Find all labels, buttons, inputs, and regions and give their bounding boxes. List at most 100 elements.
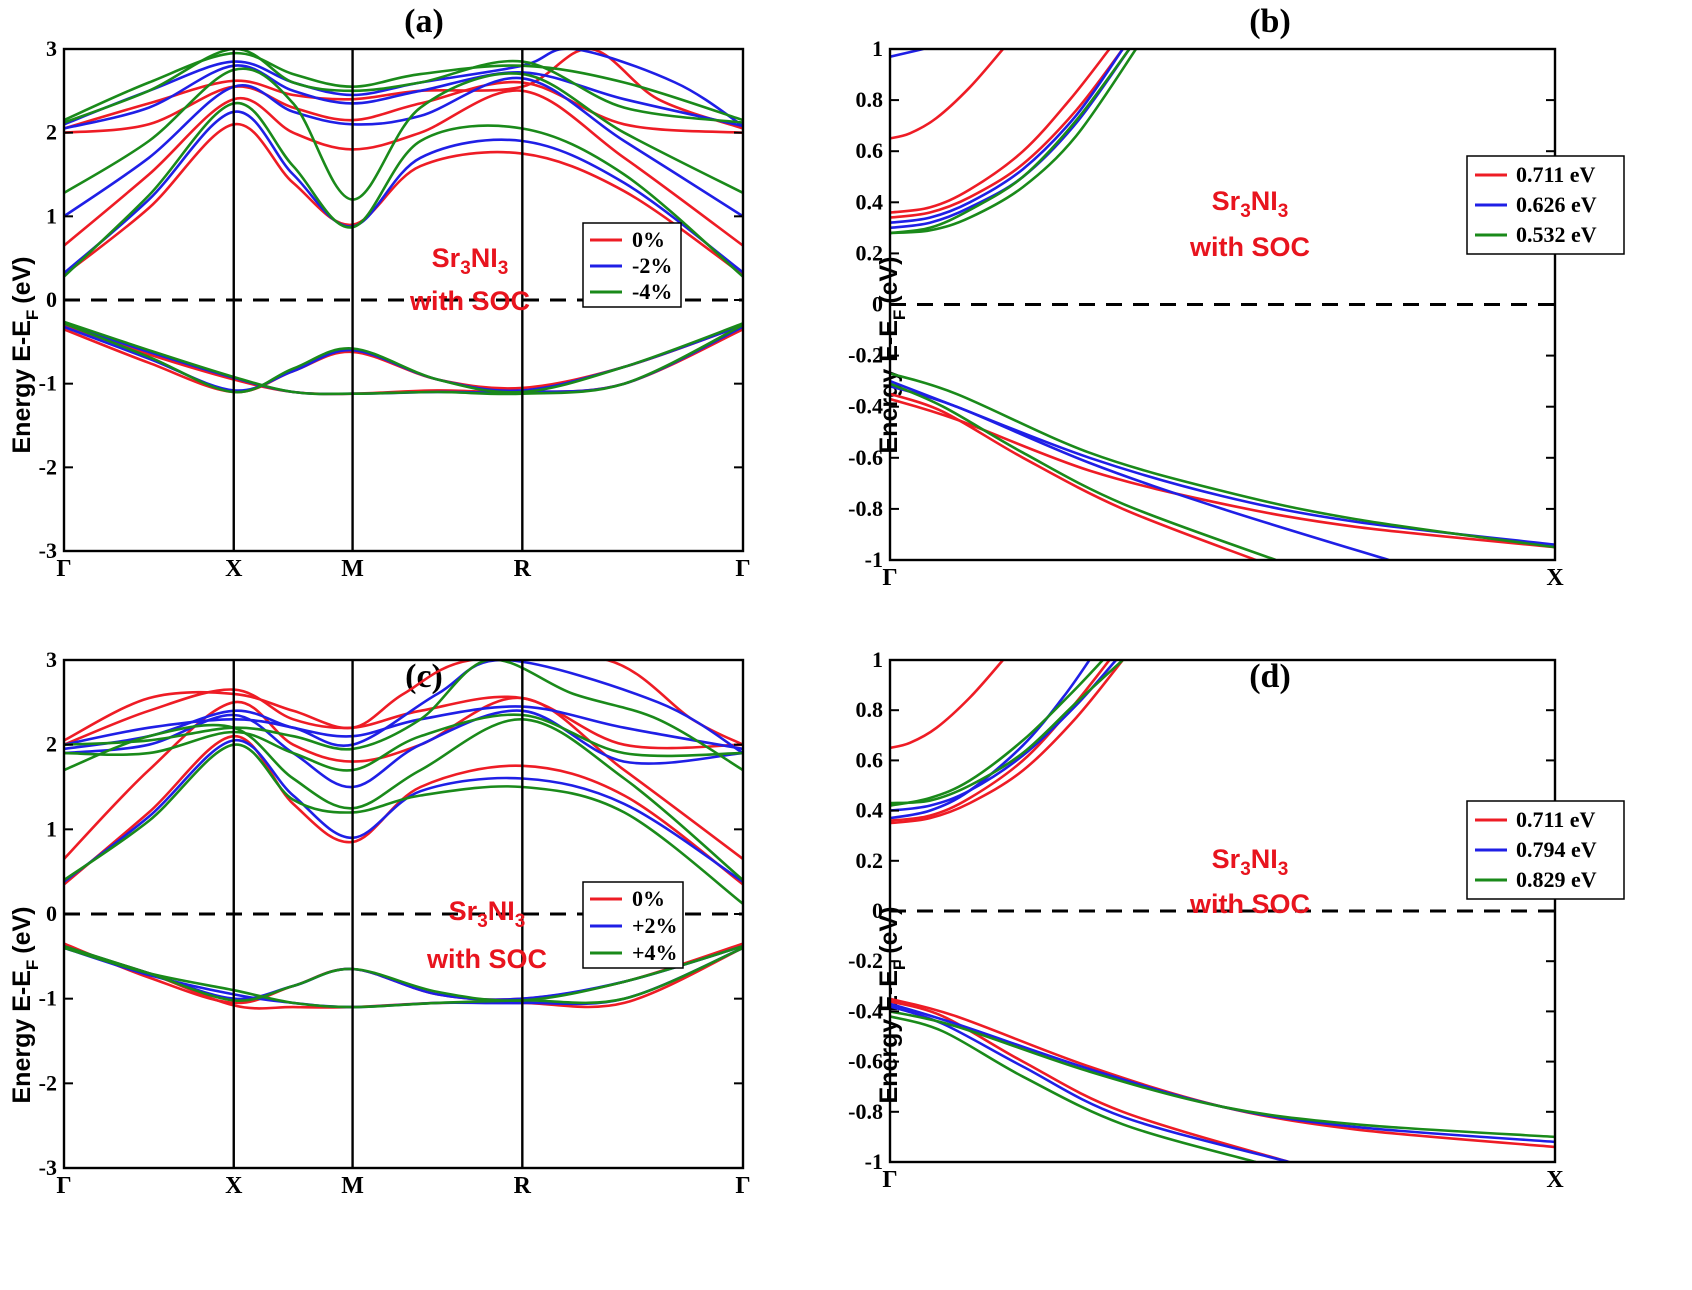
band-line-red — [890, 660, 1124, 825]
panel-title: (b) — [1249, 3, 1291, 40]
legend-label: -4% — [632, 279, 672, 304]
band-line-green — [890, 382, 1277, 560]
y-tick-label: 0.8 — [856, 697, 884, 722]
legend: 0.711 eV 0.626 eV 0.532 eV — [1466, 155, 1625, 255]
legend-label: +4% — [632, 940, 678, 965]
band-line-blue — [890, 379, 1555, 546]
band-line-green — [890, 660, 1124, 805]
legend-label: 0% — [632, 227, 665, 252]
soc-label: with SOC — [1189, 232, 1310, 262]
band-line-red — [890, 49, 1124, 219]
band-line-red — [64, 49, 743, 130]
legend: 0% +2% +4% — [582, 881, 684, 969]
band-line-red — [890, 49, 1004, 140]
band-line-green — [64, 67, 743, 201]
y-axis-label: Energy E-EF(eV) — [8, 257, 42, 454]
y-tick-label: -0.8 — [848, 1099, 883, 1124]
y-tick-label: 0 — [872, 898, 883, 923]
y-tick-label: -2 — [39, 454, 57, 479]
legend: 0% -2% -4% — [582, 222, 682, 308]
material-label: Sr3NI3 — [432, 243, 509, 279]
band-line-blue — [64, 739, 743, 883]
panel-title: (a) — [404, 3, 444, 40]
band-line-green — [890, 49, 1131, 235]
y-tick-label: 0.8 — [856, 87, 884, 112]
band-line-green — [64, 717, 743, 882]
band-line-red — [64, 122, 743, 276]
k-point-label: X — [1546, 1167, 1564, 1193]
k-point-label: Γ — [882, 1167, 897, 1193]
legend-label: 0% — [632, 886, 665, 911]
bands-layer — [890, 49, 1555, 560]
band-line-green — [64, 743, 743, 905]
band-line-green — [64, 660, 743, 772]
soc-label: with SOC — [1189, 889, 1310, 919]
legend: 0.711 eV 0.794 eV 0.829 eV — [1466, 800, 1625, 900]
band-line-red — [64, 89, 743, 247]
band-line-blue — [64, 76, 743, 218]
panel-d: (d) Energy E-EF(eV) 10.80.60.40.20-0.2-0… — [848, 647, 1625, 1193]
band-line-red — [64, 696, 743, 861]
y-tick-label: 0.4 — [856, 798, 884, 823]
legend-label: 0.711 eV — [1516, 807, 1596, 832]
y-tick-label: -2 — [39, 1070, 57, 1095]
legend-box — [1466, 155, 1625, 255]
ylabel-group: Energy E-EF(eV) — [8, 257, 42, 454]
plot-area: 1 0.8 0.6 0.4 0.2 0 -0.2 -0.4 -0.6 -0.8 -1Γ X — [848, 36, 1564, 591]
band-line-green — [890, 372, 1555, 549]
material-label: Sr3NI3 — [449, 896, 526, 932]
band-line-green — [64, 713, 743, 772]
y-tick-label: -3 — [39, 538, 57, 563]
band-line-green — [890, 49, 1138, 235]
k-point-label: Γ — [735, 1173, 750, 1199]
y-tick-label: 2 — [46, 732, 57, 757]
k-point-label: Γ — [882, 565, 897, 591]
band-line-red — [890, 49, 1111, 214]
k-point-label: Γ — [56, 1173, 71, 1199]
band-line-blue — [64, 64, 743, 130]
y-tick-label: 0.2 — [856, 848, 884, 873]
band-line-green — [64, 944, 743, 1003]
band-line-green — [890, 660, 1104, 807]
y-tick-label: -0.4 — [848, 394, 883, 419]
y-tick-label: 0.4 — [856, 189, 884, 214]
band-line-red — [890, 997, 1555, 1149]
band-line-blue — [64, 705, 743, 751]
k-point-label: R — [514, 556, 532, 582]
y-tick-label: -0.4 — [848, 998, 883, 1023]
band-line-blue — [890, 1002, 1555, 1144]
y-tick-label: -0.2 — [848, 948, 883, 973]
y-tick-label: 0 — [46, 901, 57, 926]
y-axis-label: Energy E-EF(eV) — [8, 907, 42, 1104]
band-line-red — [890, 392, 1257, 560]
band-line-red — [64, 80, 743, 134]
legend-label: 0.711 eV — [1516, 162, 1596, 187]
legend-label: -2% — [632, 253, 672, 278]
y-tick-label: 1 — [46, 816, 57, 841]
y-tick-label: 3 — [46, 647, 57, 672]
band-line-red — [64, 660, 743, 746]
plot-area: 1 0.8 0.6 0.4 0.2 0 -0.2 -0.4 -0.6 -0.8 -1Γ X — [848, 647, 1564, 1193]
y-tick-label: -1 — [39, 986, 57, 1011]
y-tick-label: -0.6 — [848, 1049, 883, 1074]
band-line-blue — [64, 660, 743, 755]
band-line-green — [64, 946, 743, 1009]
band-line-blue — [890, 49, 1124, 224]
y-tick-label: -3 — [39, 1155, 57, 1180]
y-tick-label: -0.6 — [848, 445, 883, 470]
y-tick-label: 1 — [46, 203, 57, 228]
k-point-label: X — [225, 556, 243, 582]
y-tick-label: -1 — [865, 1149, 883, 1174]
y-tick-label: -0.8 — [848, 496, 883, 521]
legend-label: 0.532 eV — [1516, 222, 1597, 247]
panel-title: (d) — [1249, 658, 1291, 695]
k-point-label: Γ — [735, 556, 750, 582]
y-tick-label: 0.6 — [856, 138, 884, 163]
y-tick-label: -1 — [865, 547, 883, 572]
material-label: Sr3NI3 — [1212, 186, 1289, 222]
k-point-label: X — [225, 1173, 243, 1199]
